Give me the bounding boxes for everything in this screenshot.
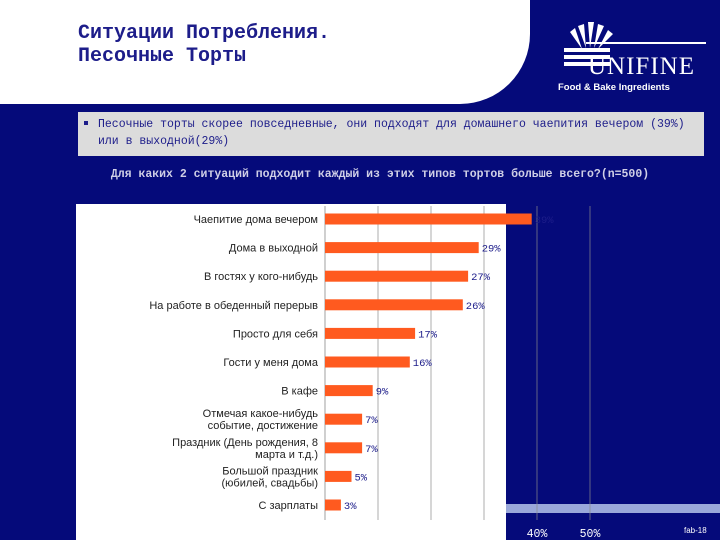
data-label: 5%	[355, 472, 368, 484]
title-panel	[0, 0, 530, 104]
data-label: 3%	[344, 501, 357, 513]
bar	[325, 213, 532, 225]
data-label: 29%	[482, 244, 502, 256]
category-label: В кафе	[281, 386, 318, 398]
category-label: Дома в выходной	[229, 243, 318, 255]
bar	[325, 413, 363, 425]
bar	[325, 499, 341, 511]
category-label: Отмечая какое-нибудь событие, достижение	[203, 408, 319, 432]
bar	[325, 356, 410, 368]
x-tick-label: 20%	[421, 528, 442, 540]
logo-tagline: Food & Bake Ingredients	[558, 82, 670, 93]
slide-footer: fab-18	[684, 526, 707, 535]
category-label: Праздник (День рождения, 8 марта и т.д.)	[172, 437, 318, 461]
bar	[325, 385, 373, 397]
slide-title: Ситуации Потребления. Песочные Торты	[78, 22, 331, 68]
x-tick-label: 10%	[368, 528, 389, 540]
x-tick-label: 0%	[318, 528, 332, 540]
data-label: 27%	[471, 272, 491, 284]
data-label: 26%	[466, 301, 486, 313]
bar	[325, 470, 352, 482]
bar	[325, 442, 363, 454]
bar	[325, 242, 479, 254]
decorative-stripe	[506, 504, 720, 513]
bar	[325, 270, 469, 282]
summary-text: Песочные торты скорее повседневные, они …	[98, 118, 685, 148]
data-label: 9%	[376, 387, 389, 399]
chart-question: Для каких 2 ситуаций подходит каждый из …	[110, 168, 650, 181]
logo-wordmark: UNIFINE	[588, 53, 695, 80]
data-label: 17%	[418, 329, 438, 341]
x-tick-label: 30%	[474, 528, 495, 540]
data-label: 7%	[365, 444, 378, 456]
x-tick-label: 40%	[527, 528, 548, 540]
category-label: С зарплаты	[259, 500, 319, 512]
category-label: Большой праздник (юбилей, свадьбы)	[221, 465, 318, 489]
category-label: Чаепитие дома вечером	[194, 214, 318, 226]
category-label: Гости у меня дома	[223, 357, 318, 369]
data-label: 7%	[365, 415, 378, 427]
bullet-marker	[84, 121, 88, 125]
chart-panel	[76, 204, 506, 540]
data-label: 39%	[535, 215, 555, 227]
category-label: На работе в обеденный перерыв	[149, 300, 318, 312]
summary-box: Песочные торты скорее повседневные, они …	[78, 112, 704, 156]
croissant-sunburst-icon	[564, 22, 706, 66]
data-label: 16%	[413, 358, 433, 370]
category-label: В гостях у кого-нибудь	[204, 271, 318, 283]
bar	[325, 299, 463, 311]
bar	[325, 327, 416, 339]
x-tick-label: 50%	[580, 528, 601, 540]
category-label: Просто для себя	[233, 328, 318, 340]
